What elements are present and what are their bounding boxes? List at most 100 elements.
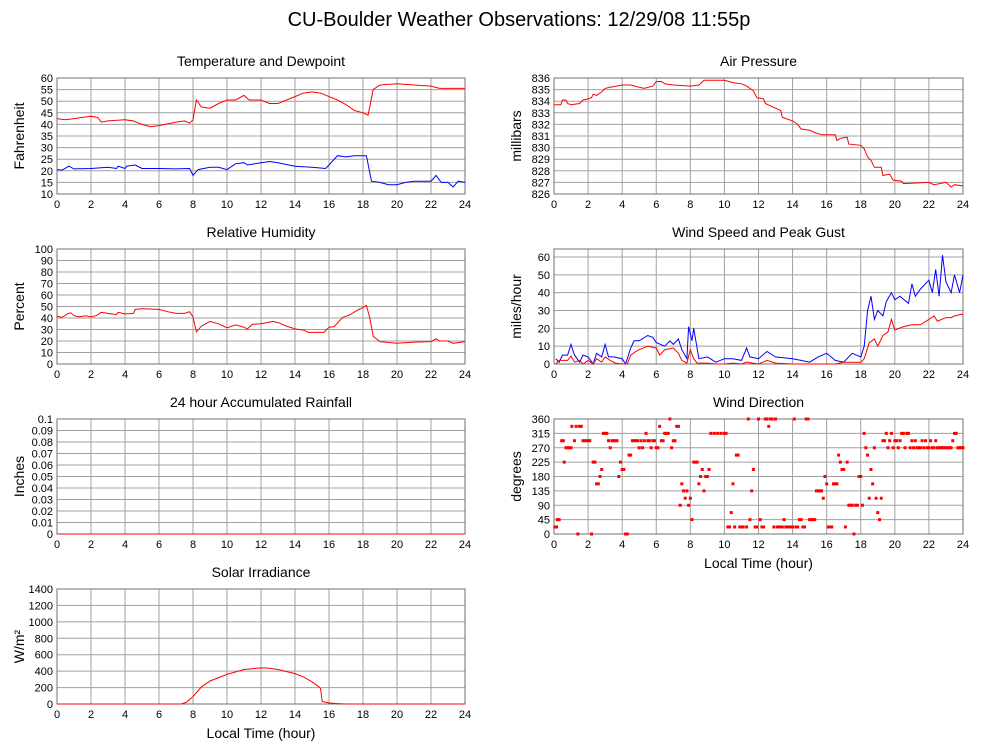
data-point xyxy=(859,475,863,478)
data-point xyxy=(941,446,945,450)
x-tick-label: 16 xyxy=(821,369,833,381)
data-point xyxy=(881,439,885,443)
data-point xyxy=(806,417,810,421)
x-tick-label: 12 xyxy=(752,199,764,211)
y-axis-label: W/m² xyxy=(11,629,27,663)
data-point xyxy=(683,496,687,500)
data-point xyxy=(951,439,955,443)
y-tick-label: 20 xyxy=(41,336,53,348)
data-point xyxy=(608,446,612,450)
data-point xyxy=(889,431,893,435)
data-point xyxy=(719,431,723,435)
y-tick-label: 10 xyxy=(41,189,53,201)
data-point xyxy=(734,453,738,457)
data-point xyxy=(647,439,651,443)
y-tick-label: 832 xyxy=(532,119,550,131)
y-tick-label: 15 xyxy=(41,177,53,189)
x-tick-label: 4 xyxy=(619,539,625,551)
x-tick-label: 4 xyxy=(619,369,625,381)
data-point xyxy=(809,518,813,522)
data-point xyxy=(690,518,694,522)
x-tick-label: 24 xyxy=(957,199,969,211)
x-tick-label: 2 xyxy=(88,369,94,381)
data-point xyxy=(579,424,583,428)
data-point xyxy=(584,439,588,443)
data-point xyxy=(595,482,599,486)
data-point xyxy=(682,489,686,493)
data-point xyxy=(567,446,571,450)
data-point xyxy=(685,489,689,493)
data-point xyxy=(780,525,784,529)
y-axis-label: millibars xyxy=(508,110,524,161)
data-point xyxy=(956,446,960,450)
data-point xyxy=(750,489,754,493)
data-point xyxy=(553,525,557,529)
data-point xyxy=(847,503,851,507)
data-point xyxy=(888,439,892,443)
data-point xyxy=(745,525,749,529)
data-point xyxy=(779,525,783,529)
x-tick-label: 24 xyxy=(459,709,471,721)
data-point xyxy=(905,431,909,435)
data-point xyxy=(561,439,565,443)
data-point xyxy=(785,525,789,529)
y-axis-label: degrees xyxy=(508,451,524,502)
data-point xyxy=(958,446,962,450)
x-tick-label: 14 xyxy=(786,199,798,211)
data-point xyxy=(607,439,611,443)
data-point xyxy=(731,482,735,486)
y-tick-label: 0.03 xyxy=(32,495,53,507)
data-point xyxy=(664,431,668,435)
x-tick-label: 22 xyxy=(425,709,437,721)
data-point xyxy=(814,489,818,493)
data-point xyxy=(840,467,844,471)
y-tick-label: 0.05 xyxy=(32,472,53,484)
x-tick-label: 10 xyxy=(718,369,730,381)
data-point xyxy=(688,496,692,500)
y-tick-label: 100 xyxy=(35,244,53,256)
data-point xyxy=(944,446,948,450)
data-point xyxy=(942,446,946,450)
x-tick-label: 8 xyxy=(687,369,693,381)
data-point xyxy=(620,467,624,471)
data-point xyxy=(864,446,868,450)
data-point xyxy=(799,518,803,522)
data-point xyxy=(586,439,590,443)
x-tick-label: 6 xyxy=(653,539,659,551)
data-point xyxy=(821,496,825,500)
data-point xyxy=(804,417,808,421)
data-point xyxy=(837,453,841,457)
data-point xyxy=(946,446,950,450)
data-point xyxy=(927,446,931,450)
data-point xyxy=(634,439,638,443)
series-line-temperature xyxy=(56,83,465,128)
data-point xyxy=(589,532,593,536)
data-point xyxy=(826,525,830,529)
x-axis-label: Local Time (hour) xyxy=(207,725,316,741)
series-line-dewpoint xyxy=(56,155,466,188)
y-axis-label: Fahrenheit xyxy=(11,102,27,169)
y-tick-label: 10 xyxy=(41,348,53,360)
chart-title: Relative Humidity xyxy=(207,224,316,240)
y-tick-label: 400 xyxy=(35,666,53,678)
data-point xyxy=(918,446,922,450)
data-point xyxy=(930,446,934,450)
y-tick-label: 60 xyxy=(538,252,550,264)
data-point xyxy=(903,446,907,450)
data-point xyxy=(670,446,674,450)
chart-title: Wind Speed and Peak Gust xyxy=(672,224,845,240)
data-point xyxy=(775,525,779,529)
data-point xyxy=(748,518,752,522)
y-axis-label: miles/hour xyxy=(508,274,524,339)
data-point xyxy=(591,460,595,464)
data-point xyxy=(871,482,875,486)
x-tick-label: 4 xyxy=(122,709,128,721)
y-tick-label: 0 xyxy=(544,529,550,541)
data-point xyxy=(624,532,628,536)
y-tick-label: 50 xyxy=(41,96,53,108)
data-point xyxy=(879,496,883,500)
data-point xyxy=(915,446,919,450)
x-tick-label: 8 xyxy=(190,709,196,721)
data-point xyxy=(570,424,574,428)
x-tick-label: 16 xyxy=(323,199,335,211)
